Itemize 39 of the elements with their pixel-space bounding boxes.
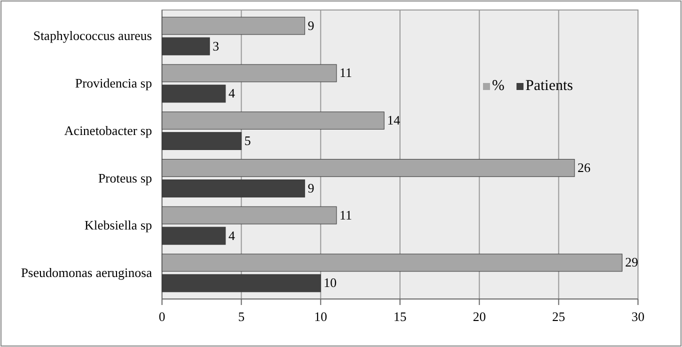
- x-tick-label: 25: [552, 309, 566, 324]
- y-tick-label: Pseudomonas aeruginosa: [20, 265, 152, 280]
- legend-label: Patients: [526, 78, 574, 94]
- data-label: 3: [212, 38, 220, 54]
- x-tick-label: 20: [472, 309, 486, 324]
- x-tick-label: 0: [158, 309, 166, 324]
- bar: [162, 37, 210, 56]
- data-label: 5: [244, 133, 251, 148]
- data-label: 9: [308, 180, 314, 196]
- x-tick-label: 10: [314, 309, 328, 324]
- bar: [162, 112, 384, 130]
- bar: [162, 64, 337, 82]
- data-label: 4: [228, 86, 236, 101]
- data-label: 29: [625, 254, 638, 270]
- y-tick-label: Proteus sp: [98, 170, 152, 186]
- y-tick-label: Klebsiella sp: [84, 218, 152, 233]
- bar: [162, 16, 306, 35]
- bar: [162, 206, 337, 224]
- data-label: 26: [578, 160, 592, 175]
- data-label: 4: [228, 228, 236, 243]
- y-tick-label: Providencia sp: [75, 76, 152, 91]
- x-tick-label: 30: [632, 309, 644, 324]
- x-tick-label: 5: [238, 309, 245, 324]
- bar: [162, 179, 306, 198]
- y-tick-label: Staphylococcus aureus: [33, 28, 152, 44]
- bar: [162, 274, 321, 292]
- data-label: 9: [308, 18, 314, 33]
- bar: [162, 132, 242, 150]
- bar: [162, 254, 622, 272]
- bar: [162, 226, 226, 245]
- y-tick-label: Acinetobacter sp: [64, 122, 152, 138]
- data-label: 11: [340, 207, 352, 222]
- data-label: 14: [387, 112, 401, 128]
- bar: [162, 158, 575, 177]
- bar: [162, 84, 226, 103]
- data-label: 10: [324, 275, 337, 290]
- x-tick-label: 15: [394, 309, 406, 324]
- data-label: 11: [340, 65, 352, 80]
- legend-label: %: [492, 78, 504, 94]
